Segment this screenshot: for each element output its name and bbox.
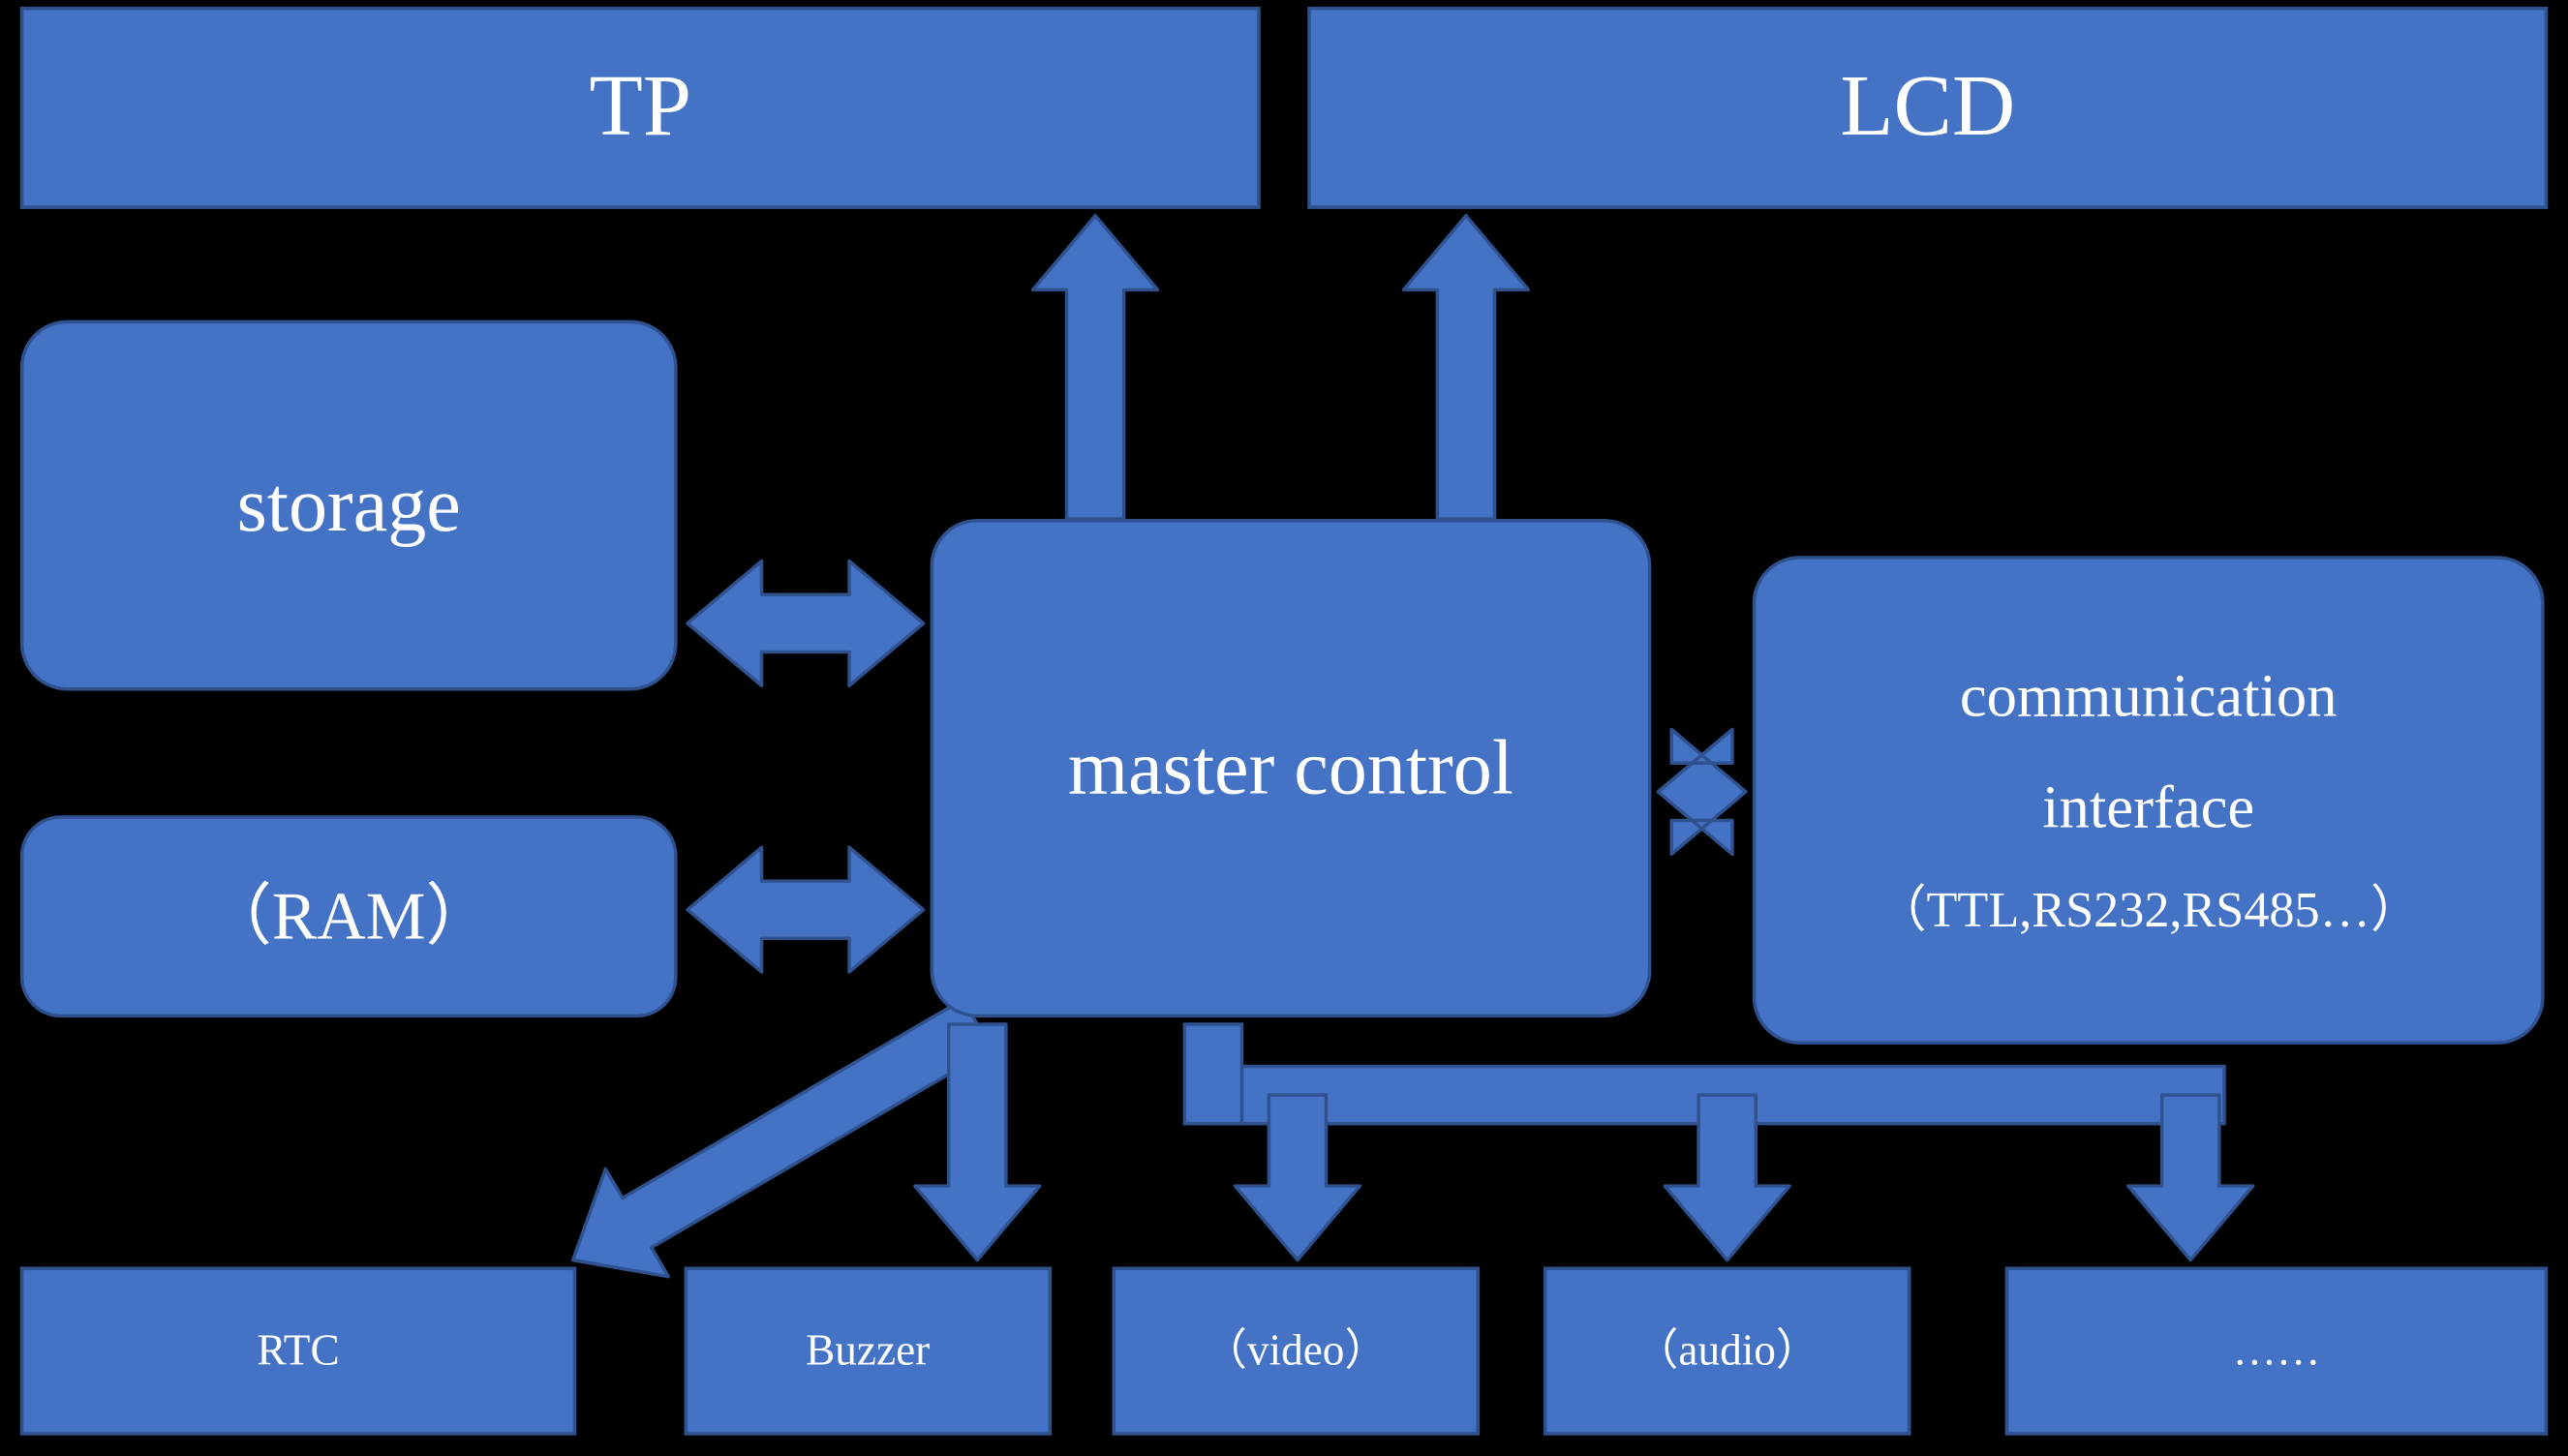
node-storage-label: storage (237, 451, 461, 560)
master-to-rtc (573, 999, 993, 1276)
bus-feed (1184, 1024, 1241, 1124)
master-to-tp (1033, 216, 1158, 519)
node-master-control: master control (931, 519, 1652, 1017)
master-comm (1658, 729, 1745, 854)
node-comm-label2: interface (2042, 765, 2254, 850)
node-lcd: LCD (1307, 7, 2548, 209)
node-video: （video） (1113, 1267, 1480, 1436)
node-communication-interface: communication interface （TTL,RS232,RS485… (1753, 556, 2545, 1045)
node-rtc: RTC (20, 1267, 576, 1436)
node-more: …… (2005, 1267, 2548, 1436)
bus-to-video (1236, 1095, 1360, 1260)
node-more-label: …… (2233, 1320, 2320, 1381)
master-to-buzzer (915, 1024, 1040, 1260)
node-ram: （RAM） (20, 815, 678, 1017)
bus-to-audio (1665, 1095, 1789, 1260)
node-buzzer-label: Buzzer (806, 1320, 930, 1381)
node-tp: TP (20, 7, 1261, 209)
node-video-label: （video） (1204, 1320, 1389, 1381)
node-comm-label3: （TTL,RS232,RS485…） (1876, 877, 2421, 948)
node-tp-label: TP (589, 46, 691, 169)
bus-to-more (2128, 1095, 2253, 1260)
master-to-lcd (1404, 216, 1529, 519)
storage-master (688, 561, 924, 685)
node-rtc-label: RTC (257, 1320, 339, 1381)
node-comm-label1: communication (1960, 653, 2338, 739)
node-lcd-label: LCD (1840, 46, 2015, 169)
node-ram-label: （RAM） (204, 869, 493, 963)
diagram-stage: TP LCD storage （RAM） master control comm… (0, 0, 2568, 1442)
node-audio-label: （audio） (1635, 1320, 1819, 1381)
node-audio: （audio） (1544, 1267, 1911, 1436)
node-storage: storage (20, 320, 678, 691)
ram-master (688, 847, 924, 972)
node-buzzer: Buzzer (685, 1267, 1052, 1436)
bus-line (1213, 1067, 2224, 1124)
node-master-label: master control (1068, 713, 1513, 822)
